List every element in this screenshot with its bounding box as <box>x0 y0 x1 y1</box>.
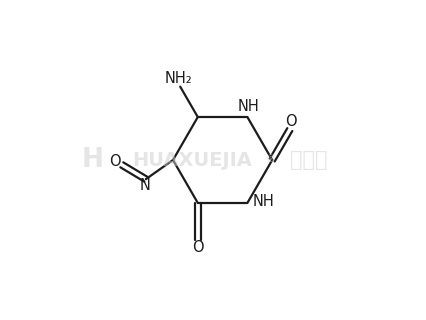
Text: N: N <box>140 178 151 193</box>
Text: O: O <box>192 240 204 255</box>
Text: H: H <box>82 147 104 173</box>
Text: NH: NH <box>253 194 274 209</box>
Text: NH₂: NH₂ <box>165 71 193 86</box>
Text: 化学加: 化学加 <box>290 150 328 170</box>
Text: NH: NH <box>238 99 259 114</box>
Text: HUAXUEJIA: HUAXUEJIA <box>132 150 252 170</box>
Text: O: O <box>109 154 121 169</box>
Text: ®: ® <box>266 154 276 164</box>
Text: O: O <box>285 114 297 129</box>
